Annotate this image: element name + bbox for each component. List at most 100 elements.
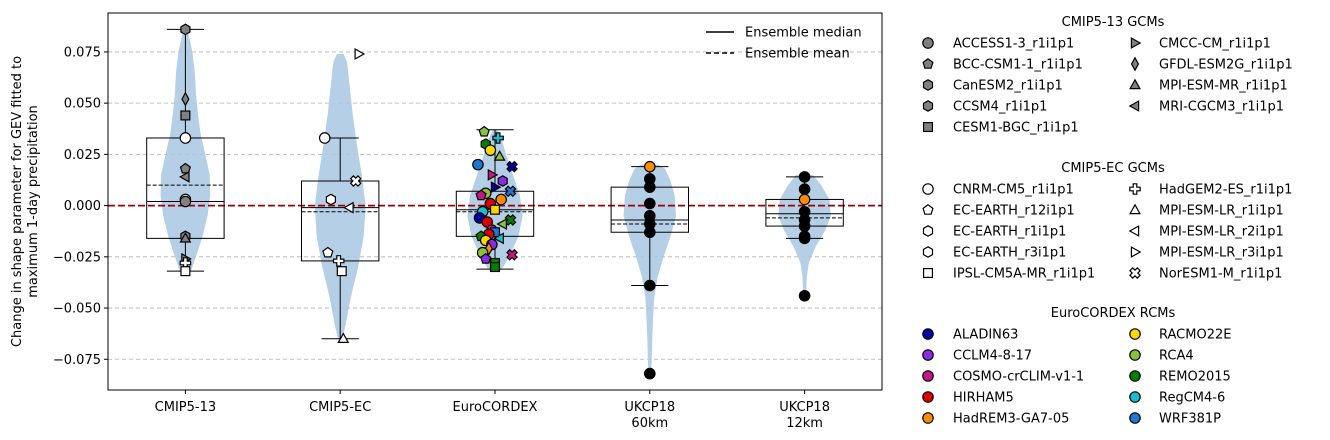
legend-marker — [1129, 183, 1141, 195]
data-point — [343, 201, 354, 214]
data-point — [504, 214, 517, 226]
legend-label: Ensemble median — [745, 26, 862, 41]
data-point — [484, 241, 493, 257]
legend-label: CCSM4_r1i1p1 — [953, 100, 1047, 115]
y-axis-label-line: Change in shape parameter for GEV fitted… — [10, 56, 25, 347]
legend-marker — [922, 391, 934, 403]
legend-label: CNRM-CM5_r1i1p1 — [953, 183, 1074, 198]
model-points — [178, 23, 811, 380]
data-point — [179, 231, 192, 243]
legend-marker — [922, 37, 934, 49]
x-tick-label: CMIP5-EC — [309, 400, 371, 415]
legend-label: WRF381P — [1159, 412, 1221, 427]
y-tick-label: 0.025 — [64, 148, 101, 163]
data-point — [504, 185, 517, 198]
legend-marker — [922, 412, 934, 424]
legend-label: HIRHAM5 — [953, 391, 1014, 406]
data-point — [643, 367, 656, 380]
data-point — [643, 181, 656, 193]
data-point — [180, 266, 191, 277]
y-tick-label: 0.050 — [64, 97, 101, 112]
legend-marker — [1129, 370, 1141, 382]
data-point — [798, 193, 811, 206]
data-point — [478, 125, 490, 137]
legend-label: EC-EARTH_r12i1p1 — [953, 204, 1075, 219]
data-point — [493, 232, 504, 245]
data-point — [643, 197, 656, 210]
legend-label: IPSL-CM5A-MR_r1i1p1 — [953, 267, 1095, 282]
data-point — [643, 160, 656, 173]
legend-label: HadREM3-GA7-05 — [953, 412, 1069, 427]
legend-marker — [1129, 78, 1141, 90]
data-point — [349, 175, 362, 187]
legend-label: COSMO-crCLIM-v1-1 — [953, 370, 1084, 385]
model-legend: CMIP5-13 GCMs ACCESS1-3_r1i1p1 BCC-CSM1-1_… — [922, 15, 1293, 427]
data-point — [178, 170, 190, 183]
legend-label: MPI-ESM-LR_r2i1p1 — [1159, 225, 1284, 240]
y-axis-label-line: maximum 1-day precipitation — [26, 105, 41, 298]
x-axis-ticks: CMIP5-13 CMIP5-EC EuroCORDEX UKCP1860kmUKCP… — [155, 390, 830, 431]
legend-label: NorESM1-M_r1i1p1 — [1159, 267, 1282, 282]
legend-label: RACMO22E — [1159, 328, 1231, 343]
legend-marker — [922, 349, 934, 361]
y-tick-label: −0.050 — [53, 302, 101, 317]
legend-label: GFDL-ESM2G_r1i1p1 — [1159, 58, 1293, 73]
data-point — [475, 189, 487, 201]
x-tick-label: UKCP18 — [624, 400, 675, 415]
x-tick-label: CMIP5-13 — [155, 400, 216, 415]
data-point — [179, 162, 191, 174]
legend-marker — [1130, 246, 1142, 258]
legend-label: ACCESS1-3_r1i1p1 — [953, 37, 1074, 52]
legend-marker — [922, 204, 934, 215]
data-point — [180, 23, 191, 36]
data-point — [506, 160, 518, 173]
data-point — [179, 195, 192, 208]
x-tick-label: 12km — [786, 416, 823, 431]
violin-1 — [314, 53, 366, 339]
data-point — [180, 110, 191, 121]
data-point — [484, 144, 497, 157]
x-tick-label: 60km — [631, 416, 668, 431]
data-point — [181, 91, 190, 107]
legend-label: RegCM4-6 — [1159, 391, 1225, 406]
data-point — [495, 193, 507, 206]
legend-marker — [922, 246, 934, 258]
data-point — [318, 132, 331, 144]
data-point — [490, 181, 502, 194]
data-point — [336, 266, 347, 277]
data-point — [487, 168, 499, 181]
violin-0 — [160, 27, 211, 272]
data-point — [179, 132, 192, 144]
legend-label: MRI-CGCM3_r1i1p1 — [1159, 100, 1284, 115]
legend-marker — [922, 58, 934, 69]
data-point — [332, 255, 345, 267]
legend-label: EC-EARTH_r3i1p1 — [953, 246, 1066, 261]
legend-label: CCLM4-8-17 — [953, 349, 1032, 364]
legend-marker — [922, 370, 934, 382]
data-point — [798, 171, 811, 183]
y-tick-label: −0.025 — [53, 250, 101, 265]
data-point — [798, 289, 811, 302]
data-point — [798, 232, 811, 245]
data-point — [489, 262, 501, 273]
data-point — [322, 246, 334, 258]
legend-marker — [922, 328, 934, 340]
data-point — [798, 183, 811, 196]
legend-label: HadGEM2-ES_r1i1p1 — [1159, 183, 1292, 198]
data-point — [480, 252, 492, 264]
data-point — [337, 332, 350, 343]
data-point — [489, 204, 501, 215]
legend-marker — [1129, 203, 1141, 215]
y-tick-label: −0.075 — [53, 353, 101, 368]
legend-label: MPI-ESM-MR_r1i1p1 — [1159, 79, 1288, 94]
legend-marker — [1130, 56, 1140, 72]
legend-marker — [1129, 391, 1141, 403]
legend-label: RCA4 — [1159, 349, 1194, 364]
data-point — [798, 220, 811, 232]
data-point — [493, 149, 506, 161]
legend-label: MPI-ESM-LR_r3i1p1 — [1159, 246, 1284, 261]
legend-marker — [1129, 267, 1141, 279]
legend-label: CESM1-BGC_r1i1p1 — [953, 121, 1079, 136]
legend-marker — [922, 79, 934, 91]
